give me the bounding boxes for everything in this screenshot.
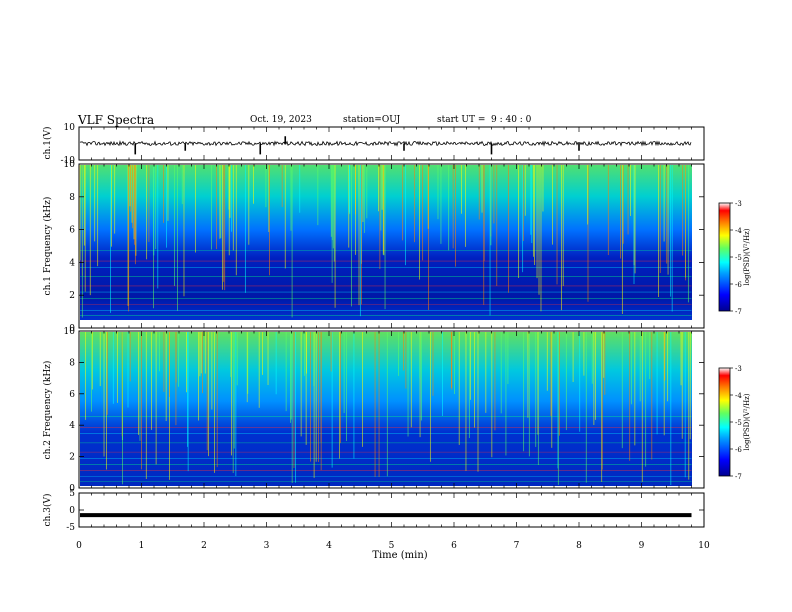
colorbar-tick-label: -4 — [735, 227, 742, 235]
ch3-waveform-ytick-label: -5 — [66, 523, 75, 533]
start-ut-time: 9 : 40 : 0 — [491, 115, 532, 125]
ch1-spectrogram-ytick-label: 8 — [69, 193, 75, 203]
x-tick-label: 7 — [514, 541, 520, 551]
x-tick-label: 0 — [76, 541, 82, 551]
figure-title: VLF Spectra — [78, 113, 155, 127]
ch2-colorbar-label: log(PSD)(V²/Hz) — [743, 393, 751, 450]
colorbar-tick-label: -3 — [735, 365, 742, 373]
x-tick-label: 4 — [326, 541, 332, 551]
ch1-waveform-trace — [79, 140, 692, 147]
ch1-waveform-ytick-label: -10 — [61, 156, 76, 166]
start-ut-label: start UT = — [437, 115, 486, 125]
ch1-colorbar — [718, 202, 731, 312]
ch2-spectrogram-ytick-label: 2 — [69, 453, 75, 463]
x-axis-label: Time (min) — [372, 550, 427, 561]
colorbar-tick-label: -4 — [735, 392, 742, 400]
x-tick-label: 10 — [698, 541, 710, 551]
ch2-spectrogram-ytick-label: 8 — [69, 358, 75, 368]
ch2-spectrogram-ytick-label: 10 — [64, 327, 76, 337]
ch1-waveform-ylabel: ch.1(V) — [42, 127, 53, 160]
colorbar-tick-label: -6 — [735, 446, 742, 454]
ch1-spectrogram-ytick-label: 10 — [64, 160, 76, 170]
ch1-colorbar-label: log(PSD)(V²/Hz) — [743, 228, 751, 285]
colorbar-tick-label: -5 — [735, 254, 742, 262]
colorbar-tick-label: -5 — [735, 419, 742, 427]
colorbar-tick-label: -7 — [735, 473, 742, 481]
x-tick-label: 1 — [139, 541, 145, 551]
ch2-colorbar — [718, 367, 731, 477]
x-tick-label: 8 — [576, 541, 582, 551]
ch1-spectrogram-ytick-label: 4 — [69, 258, 75, 268]
x-tick-label: 6 — [451, 541, 457, 551]
ch1-spectrogram-image — [80, 165, 692, 320]
date-label: Oct. 19, 2023 — [250, 115, 312, 125]
colorbar-tick-label: -6 — [735, 281, 742, 289]
x-tick-label: 2 — [201, 541, 207, 551]
ch3-waveform-frame — [78, 492, 705, 528]
ch1-spectrogram-ytick-label: 2 — [69, 291, 75, 301]
station-label: station=OUJ — [343, 115, 401, 125]
ch2-spectrogram-ytick-label: 6 — [69, 390, 75, 400]
ch2-spectrogram-ytick-label: 0 — [69, 484, 75, 494]
ch3-waveform-ytick-label: 0 — [69, 506, 75, 516]
x-tick-label: 9 — [639, 541, 645, 551]
ch2-spectrogram-image — [80, 332, 692, 486]
x-tick-label: 3 — [264, 541, 270, 551]
ch2-spectrogram-ylabel: ch.2 Frequency (kHz) — [42, 361, 53, 460]
ch3-waveform-ytick-label: 5 — [69, 489, 75, 499]
colorbar-tick-label: -7 — [735, 308, 742, 316]
colorbar-tick-label: -3 — [735, 200, 742, 208]
x-tick-label: 5 — [389, 541, 395, 551]
ch1-spectrogram-ytick-label: 0 — [69, 324, 75, 334]
ch1-spectrogram-ytick-label: 6 — [69, 226, 75, 236]
ch2-spectrogram-ytick-label: 4 — [69, 421, 75, 431]
ch1-spectrogram-ylabel: ch.1 Frequency (kHz) — [42, 197, 53, 296]
ch3-waveform-ylabel: ch.3(V) — [42, 494, 53, 527]
ch1-waveform-ytick-label: 10 — [64, 123, 76, 133]
